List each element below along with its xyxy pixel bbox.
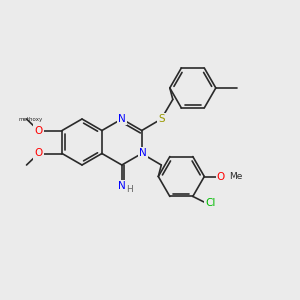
Text: N: N bbox=[118, 114, 126, 124]
Text: O: O bbox=[34, 125, 43, 136]
Text: S: S bbox=[158, 114, 165, 124]
Text: Cl: Cl bbox=[206, 198, 216, 208]
Text: H: H bbox=[127, 185, 133, 194]
Text: N: N bbox=[118, 181, 126, 191]
Text: N: N bbox=[139, 148, 147, 158]
Text: O: O bbox=[34, 148, 43, 158]
Text: methoxy: methoxy bbox=[18, 118, 43, 122]
Text: Me: Me bbox=[229, 172, 242, 181]
Text: O: O bbox=[217, 172, 225, 182]
